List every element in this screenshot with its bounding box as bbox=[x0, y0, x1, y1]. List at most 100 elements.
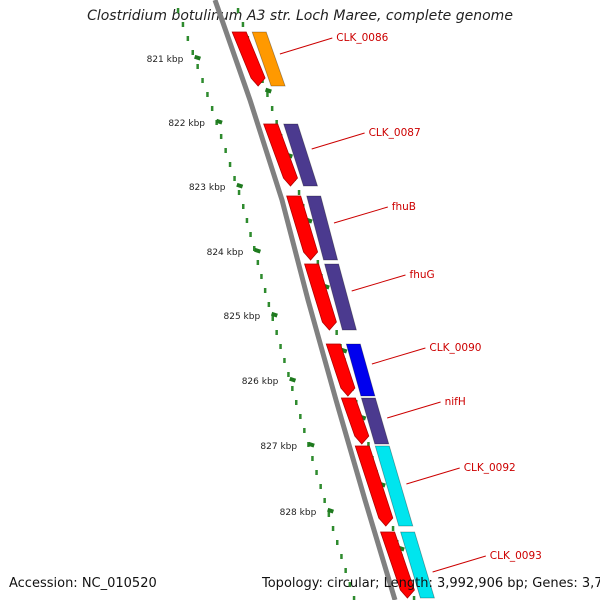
gene-bar-purple bbox=[360, 397, 390, 445]
gene-bar-cyan bbox=[374, 445, 414, 527]
scale-dot-inner bbox=[344, 568, 347, 573]
kbp-tick bbox=[307, 441, 315, 448]
scale-dot-inner bbox=[219, 134, 223, 139]
scale-dot-inner bbox=[311, 456, 314, 461]
kbp-scale: 821 kbp 822 kbp 823 kbp 824 kbp 825 kbp 826 k… bbox=[147, 8, 416, 600]
kbp-tick bbox=[236, 182, 244, 189]
scale-dot-inner bbox=[340, 554, 343, 559]
scale-dot-inner bbox=[299, 414, 302, 419]
gene-leader-line bbox=[333, 206, 388, 224]
scale-dot-inner bbox=[283, 358, 286, 363]
kbp-tick bbox=[254, 247, 261, 254]
cds-arrow bbox=[304, 263, 337, 331]
accession-text: Accession: NC_010520 bbox=[9, 576, 157, 591]
gene-label: CLK_0087 bbox=[369, 127, 421, 139]
gene-label: nifH bbox=[445, 396, 466, 408]
gene-leader-line bbox=[351, 274, 406, 292]
kbp-label: 827 kbp bbox=[260, 442, 297, 452]
kbp-tick bbox=[194, 54, 201, 61]
cds-arrow bbox=[340, 397, 370, 445]
gene-label: CLK_0090 bbox=[429, 342, 481, 354]
scale-dot-inner bbox=[242, 204, 245, 209]
gene-label: fhuB bbox=[392, 201, 416, 213]
scale-dot-inner bbox=[260, 274, 263, 279]
kbp-label: 824 kbp bbox=[207, 248, 244, 258]
scale-dot-inner bbox=[253, 246, 256, 251]
gene-bar-purple bbox=[283, 123, 319, 187]
scale-dot-inner bbox=[256, 260, 260, 265]
topology-text: Topology: circular; Length: 3,992,906 bp… bbox=[262, 576, 600, 591]
cds-arrow bbox=[354, 445, 394, 527]
kbp-tick bbox=[270, 311, 278, 318]
scale-dot-outer bbox=[270, 106, 274, 111]
scale-dot-inner bbox=[224, 148, 227, 153]
gene-label: CLK_0093 bbox=[490, 550, 542, 562]
scale-dot-inner bbox=[352, 596, 356, 600]
cds-arrow bbox=[231, 31, 266, 87]
gene-leader-line bbox=[279, 37, 333, 55]
kbp-tick-outer bbox=[264, 87, 272, 94]
kbp-tick bbox=[327, 507, 334, 514]
scale-dot-outer bbox=[391, 526, 395, 531]
scale-dot-inner bbox=[176, 8, 180, 13]
scale-dot-inner bbox=[201, 78, 204, 83]
scale-dot-outer bbox=[367, 442, 370, 447]
scale-dot-inner bbox=[267, 302, 271, 307]
scale-dot-inner bbox=[233, 176, 236, 181]
cds-arrow bbox=[325, 343, 356, 397]
scale-dot-inner bbox=[331, 526, 335, 531]
gene-features bbox=[231, 31, 435, 599]
gene-leader-line bbox=[432, 555, 486, 573]
scale-dot-inner bbox=[291, 386, 294, 391]
cds-arrow bbox=[286, 195, 319, 261]
scale-dot-inner bbox=[191, 50, 194, 55]
scale-dot-inner bbox=[315, 470, 318, 475]
scale-dot-inner bbox=[237, 190, 241, 195]
scale-dot-inner bbox=[323, 498, 326, 503]
scale-dot-inner bbox=[228, 162, 232, 167]
scale-dot-outer bbox=[316, 260, 320, 265]
scale-dot-inner bbox=[348, 582, 352, 587]
gene-label: CLK_0086 bbox=[336, 32, 388, 44]
gene-label: CLK_0092 bbox=[464, 462, 516, 474]
scale-dot-inner bbox=[186, 36, 190, 41]
gene-bar-orange bbox=[251, 31, 286, 87]
cds-arrow bbox=[263, 123, 298, 187]
scale-dot-inner bbox=[206, 92, 209, 97]
gene-label: fhuG bbox=[410, 269, 435, 281]
scale-dot-inner bbox=[295, 400, 298, 405]
scale-dot-inner bbox=[263, 288, 267, 293]
scale-dot-inner bbox=[303, 428, 306, 433]
scale-dot-outer bbox=[266, 92, 269, 97]
kbp-tick bbox=[289, 376, 297, 383]
scale-dot-inner bbox=[287, 372, 290, 377]
gene-bar-purple bbox=[324, 263, 357, 331]
genome-backbone bbox=[212, 0, 398, 600]
gene-labels: CLK_0086 CLK_0087 fhuB fhuG CLK_0090 nifH CLK_… bbox=[279, 32, 542, 573]
scale-dot-inner bbox=[196, 64, 199, 69]
scale-dot-outer bbox=[275, 120, 278, 125]
gene-leader-line bbox=[311, 132, 365, 150]
scale-dot-inner bbox=[210, 106, 214, 111]
map-title: Clostridium botulinum A3 str. Loch Maree… bbox=[87, 8, 513, 24]
scale-dot-inner bbox=[327, 512, 331, 517]
kbp-label: 828 kbp bbox=[280, 508, 317, 518]
kbp-label: 822 kbp bbox=[168, 119, 205, 129]
kbp-label: 823 kbp bbox=[189, 183, 226, 193]
scale-dot-outer bbox=[412, 596, 416, 600]
kbp-label: 826 kbp bbox=[242, 377, 279, 387]
scale-dot-inner bbox=[279, 344, 282, 349]
scale-dot-inner bbox=[249, 232, 252, 237]
gene-leader-line bbox=[406, 467, 460, 485]
scale-dot-outer bbox=[236, 8, 240, 13]
scale-dot-inner bbox=[275, 330, 278, 335]
kbp-label: 825 kbp bbox=[224, 312, 261, 322]
scale-dot-inner bbox=[245, 218, 249, 223]
gene-leader-line bbox=[387, 401, 441, 419]
gene-leader-line bbox=[371, 347, 426, 365]
scale-dot-inner bbox=[181, 22, 185, 27]
gene-bar-cyan bbox=[400, 531, 435, 599]
scale-dot-outer bbox=[241, 22, 245, 27]
scale-dot-inner bbox=[271, 316, 274, 321]
